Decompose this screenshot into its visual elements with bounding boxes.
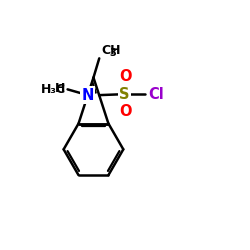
Text: S: S [119, 87, 130, 102]
Text: Cl: Cl [148, 87, 164, 102]
Text: H: H [55, 82, 65, 96]
Text: O: O [119, 69, 132, 84]
Text: H₃C: H₃C [41, 83, 66, 96]
Text: CH: CH [102, 44, 121, 58]
Text: 3: 3 [109, 48, 116, 58]
Text: N: N [82, 88, 94, 103]
Text: O: O [119, 104, 132, 119]
